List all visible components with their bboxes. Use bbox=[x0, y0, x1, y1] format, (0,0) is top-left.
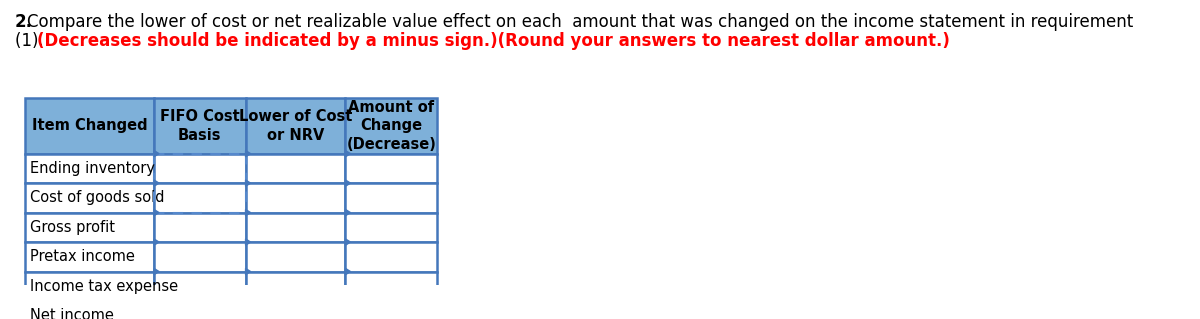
Polygon shape bbox=[246, 298, 251, 304]
Text: Lower of Cost
or NRV: Lower of Cost or NRV bbox=[239, 109, 353, 143]
Bar bbox=[154, 183, 246, 212]
Bar bbox=[25, 242, 154, 271]
Polygon shape bbox=[246, 151, 251, 157]
Polygon shape bbox=[246, 268, 251, 275]
Polygon shape bbox=[346, 210, 350, 216]
Text: 2.: 2. bbox=[14, 12, 32, 31]
Bar bbox=[246, 183, 346, 212]
Text: (1).: (1). bbox=[14, 32, 49, 50]
Bar bbox=[346, 98, 437, 154]
Bar bbox=[246, 98, 346, 154]
Bar bbox=[25, 212, 154, 242]
Polygon shape bbox=[346, 268, 350, 275]
Bar bbox=[25, 301, 154, 319]
Polygon shape bbox=[154, 151, 158, 157]
Bar bbox=[346, 183, 437, 212]
Bar bbox=[154, 271, 246, 301]
Polygon shape bbox=[154, 180, 158, 186]
Bar bbox=[154, 301, 246, 319]
Bar bbox=[25, 98, 154, 154]
Text: FIFO Cost
Basis: FIFO Cost Basis bbox=[160, 109, 240, 143]
Text: Pretax income: Pretax income bbox=[30, 249, 134, 264]
Polygon shape bbox=[246, 239, 251, 245]
Bar bbox=[246, 212, 346, 242]
Bar bbox=[25, 271, 154, 301]
Bar bbox=[154, 212, 246, 242]
Bar bbox=[246, 271, 346, 301]
Text: Item Changed: Item Changed bbox=[31, 118, 148, 133]
Polygon shape bbox=[346, 298, 350, 304]
Polygon shape bbox=[154, 239, 158, 245]
Text: Ending inventory: Ending inventory bbox=[30, 161, 155, 176]
Bar bbox=[25, 183, 154, 212]
Polygon shape bbox=[346, 180, 350, 186]
Polygon shape bbox=[154, 298, 158, 304]
Text: Cost of goods sold: Cost of goods sold bbox=[30, 190, 164, 205]
Bar bbox=[246, 154, 346, 183]
Bar bbox=[246, 301, 346, 319]
Polygon shape bbox=[346, 239, 350, 245]
Bar bbox=[246, 242, 346, 271]
Polygon shape bbox=[154, 210, 158, 216]
Bar bbox=[154, 242, 246, 271]
Polygon shape bbox=[246, 180, 251, 186]
Bar bbox=[25, 154, 154, 183]
Bar bbox=[346, 301, 437, 319]
Text: Compare the lower of cost or net realizable value effect on each  amount that wa: Compare the lower of cost or net realiza… bbox=[26, 12, 1133, 31]
Text: Gross profit: Gross profit bbox=[30, 220, 115, 235]
Text: Income tax expense: Income tax expense bbox=[30, 279, 178, 294]
Bar bbox=[346, 154, 437, 183]
Text: Net income: Net income bbox=[30, 308, 114, 319]
Bar bbox=[154, 154, 246, 183]
Polygon shape bbox=[346, 151, 350, 157]
Text: Amount of
Change
(Decrease): Amount of Change (Decrease) bbox=[347, 100, 436, 152]
Bar bbox=[346, 242, 437, 271]
Polygon shape bbox=[154, 268, 158, 275]
Polygon shape bbox=[246, 210, 251, 216]
Bar bbox=[154, 98, 246, 154]
Bar bbox=[346, 212, 437, 242]
Bar bbox=[346, 271, 437, 301]
Text: (Decreases should be indicated by a minus sign.)(Round your answers to nearest d: (Decreases should be indicated by a minu… bbox=[37, 32, 949, 50]
